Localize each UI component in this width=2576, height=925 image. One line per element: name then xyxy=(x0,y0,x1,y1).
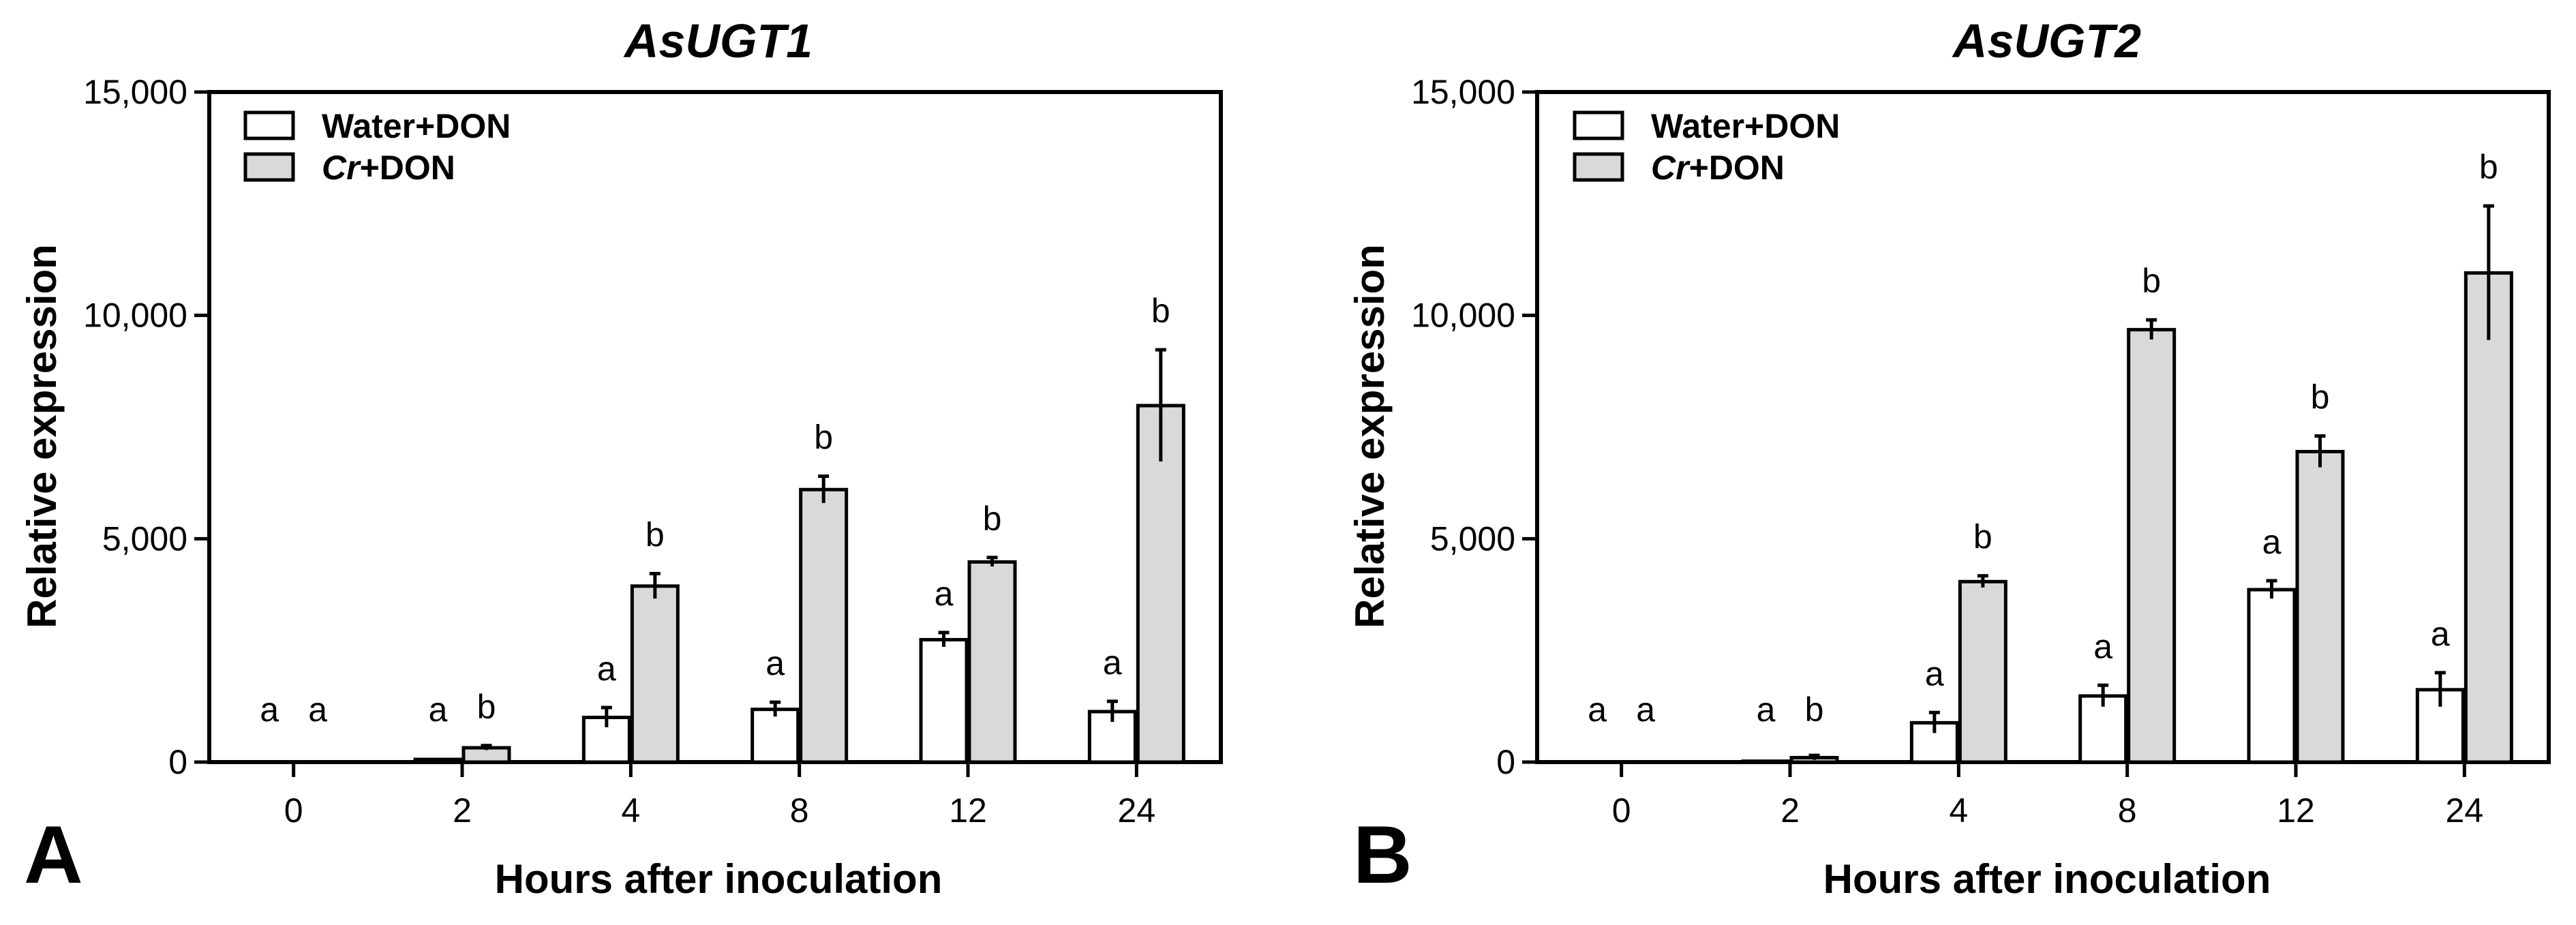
bar xyxy=(2464,271,2513,764)
significance-letter: a xyxy=(766,644,785,682)
significance-letter: a xyxy=(1103,643,1122,682)
x-tick-label: 12 xyxy=(2277,791,2315,830)
significance-letter: b xyxy=(477,688,496,726)
x-tick-label: 12 xyxy=(949,791,987,830)
panel-label: A xyxy=(24,809,83,900)
y-tick-label: 15,000 xyxy=(1411,73,1515,111)
y-tick-label: 0 xyxy=(1496,743,1515,781)
significance-letter: a xyxy=(597,650,616,688)
significance-letter: b xyxy=(2311,378,2330,416)
significance-letter: a xyxy=(429,691,448,729)
significance-letter: a xyxy=(308,691,327,729)
x-tick-label: 0 xyxy=(284,791,303,830)
legend: Water+DON Cr+DON xyxy=(1573,107,1840,187)
significance-letter: b xyxy=(1973,518,1992,556)
bar xyxy=(1136,404,1185,764)
significance-letter: a xyxy=(1925,654,1944,693)
legend-label-don: +DON xyxy=(360,149,455,187)
panel-label: B xyxy=(1353,809,1412,900)
significance-letter: b xyxy=(646,515,665,554)
bar xyxy=(751,708,800,764)
bar xyxy=(967,560,1017,764)
significance-letter: b xyxy=(1151,292,1170,330)
legend-label-cr-italic: Cr xyxy=(1651,149,1691,187)
x-tick-label: 2 xyxy=(1781,791,1800,830)
plot-frame xyxy=(1535,90,2551,764)
x-tick-label: 0 xyxy=(1612,791,1631,830)
significance-letter: b xyxy=(983,500,1002,538)
y-tick-label: 10,000 xyxy=(83,297,187,335)
significance-letter: b xyxy=(2479,148,2498,186)
y-axis-label: Relative expression xyxy=(1347,244,1393,628)
x-tick-label: 24 xyxy=(1118,791,1156,830)
legend-label-cr-don: Cr+DON xyxy=(1651,149,1785,187)
bar xyxy=(2127,328,2177,764)
significance-letter: b xyxy=(2142,262,2161,300)
legend-label-water-don: Water+DON xyxy=(1651,107,1840,145)
y-tick-label: 5,000 xyxy=(1430,519,1515,558)
significance-letter: a xyxy=(260,691,279,729)
y-axis-label: Relative expression xyxy=(19,244,65,628)
legend-swatch-cr-don xyxy=(1573,152,1624,182)
significance-letter: a xyxy=(1757,691,1776,729)
bar xyxy=(1573,760,1622,764)
legend-swatch-water-don xyxy=(243,110,295,140)
chart-title: AsUGT2 xyxy=(1952,14,2141,67)
significance-letter: a xyxy=(2262,523,2282,561)
x-tick-label: 2 xyxy=(453,791,472,830)
y-tick-label: 0 xyxy=(168,743,187,781)
legend: Water+DON Cr+DON xyxy=(243,107,511,187)
legend-label-cr-don: Cr+DON xyxy=(322,149,455,187)
x-tick-label: 8 xyxy=(2118,791,2137,830)
y-tick-label: 10,000 xyxy=(1411,297,1515,335)
significance-letter: a xyxy=(2093,627,2112,665)
y-tick-label: 5,000 xyxy=(102,519,187,558)
x-tick-label: 24 xyxy=(2446,791,2484,830)
x-axis-label: Hours after inoculation xyxy=(1823,856,2271,902)
x-tick-label: 8 xyxy=(790,791,809,830)
bar xyxy=(2295,450,2345,764)
legend-label-don: +DON xyxy=(1689,149,1785,187)
x-axis-label: Hours after inoculation xyxy=(495,856,943,902)
bar xyxy=(245,760,294,764)
plot-frame xyxy=(207,90,1223,764)
bar xyxy=(1958,579,2007,764)
bar xyxy=(2247,588,2297,764)
legend-label-water-don: Water+DON xyxy=(322,107,511,145)
bar xyxy=(630,584,680,764)
bar xyxy=(919,637,969,764)
legend-swatch-water-don xyxy=(1573,110,1624,140)
y-tick-label: 15,000 xyxy=(83,73,187,111)
bar xyxy=(1909,721,1959,764)
chart-panel-b: AsUGT2 Relative expression Hours after i… xyxy=(1347,14,2551,902)
significance-letter: b xyxy=(814,419,833,457)
chart-title: AsUGT1 xyxy=(623,14,813,67)
bar xyxy=(799,487,849,764)
x-tick-label: 4 xyxy=(1949,791,1968,830)
significance-letter: a xyxy=(2431,615,2450,653)
chart-panel-a: AsUGT1 Relative expression Hours after i… xyxy=(19,14,1223,902)
significance-letter: b xyxy=(1805,691,1824,729)
significance-letter: a xyxy=(1636,691,1655,729)
legend-swatch-cr-don xyxy=(243,152,295,182)
bar xyxy=(1741,759,1791,764)
significance-letter: a xyxy=(935,575,954,613)
bar xyxy=(413,757,463,764)
x-tick-label: 4 xyxy=(621,791,640,830)
significance-letter: a xyxy=(1588,691,1607,729)
bar xyxy=(1621,760,1671,764)
legend-label-cr-italic: Cr xyxy=(322,149,361,187)
bar xyxy=(293,760,343,764)
